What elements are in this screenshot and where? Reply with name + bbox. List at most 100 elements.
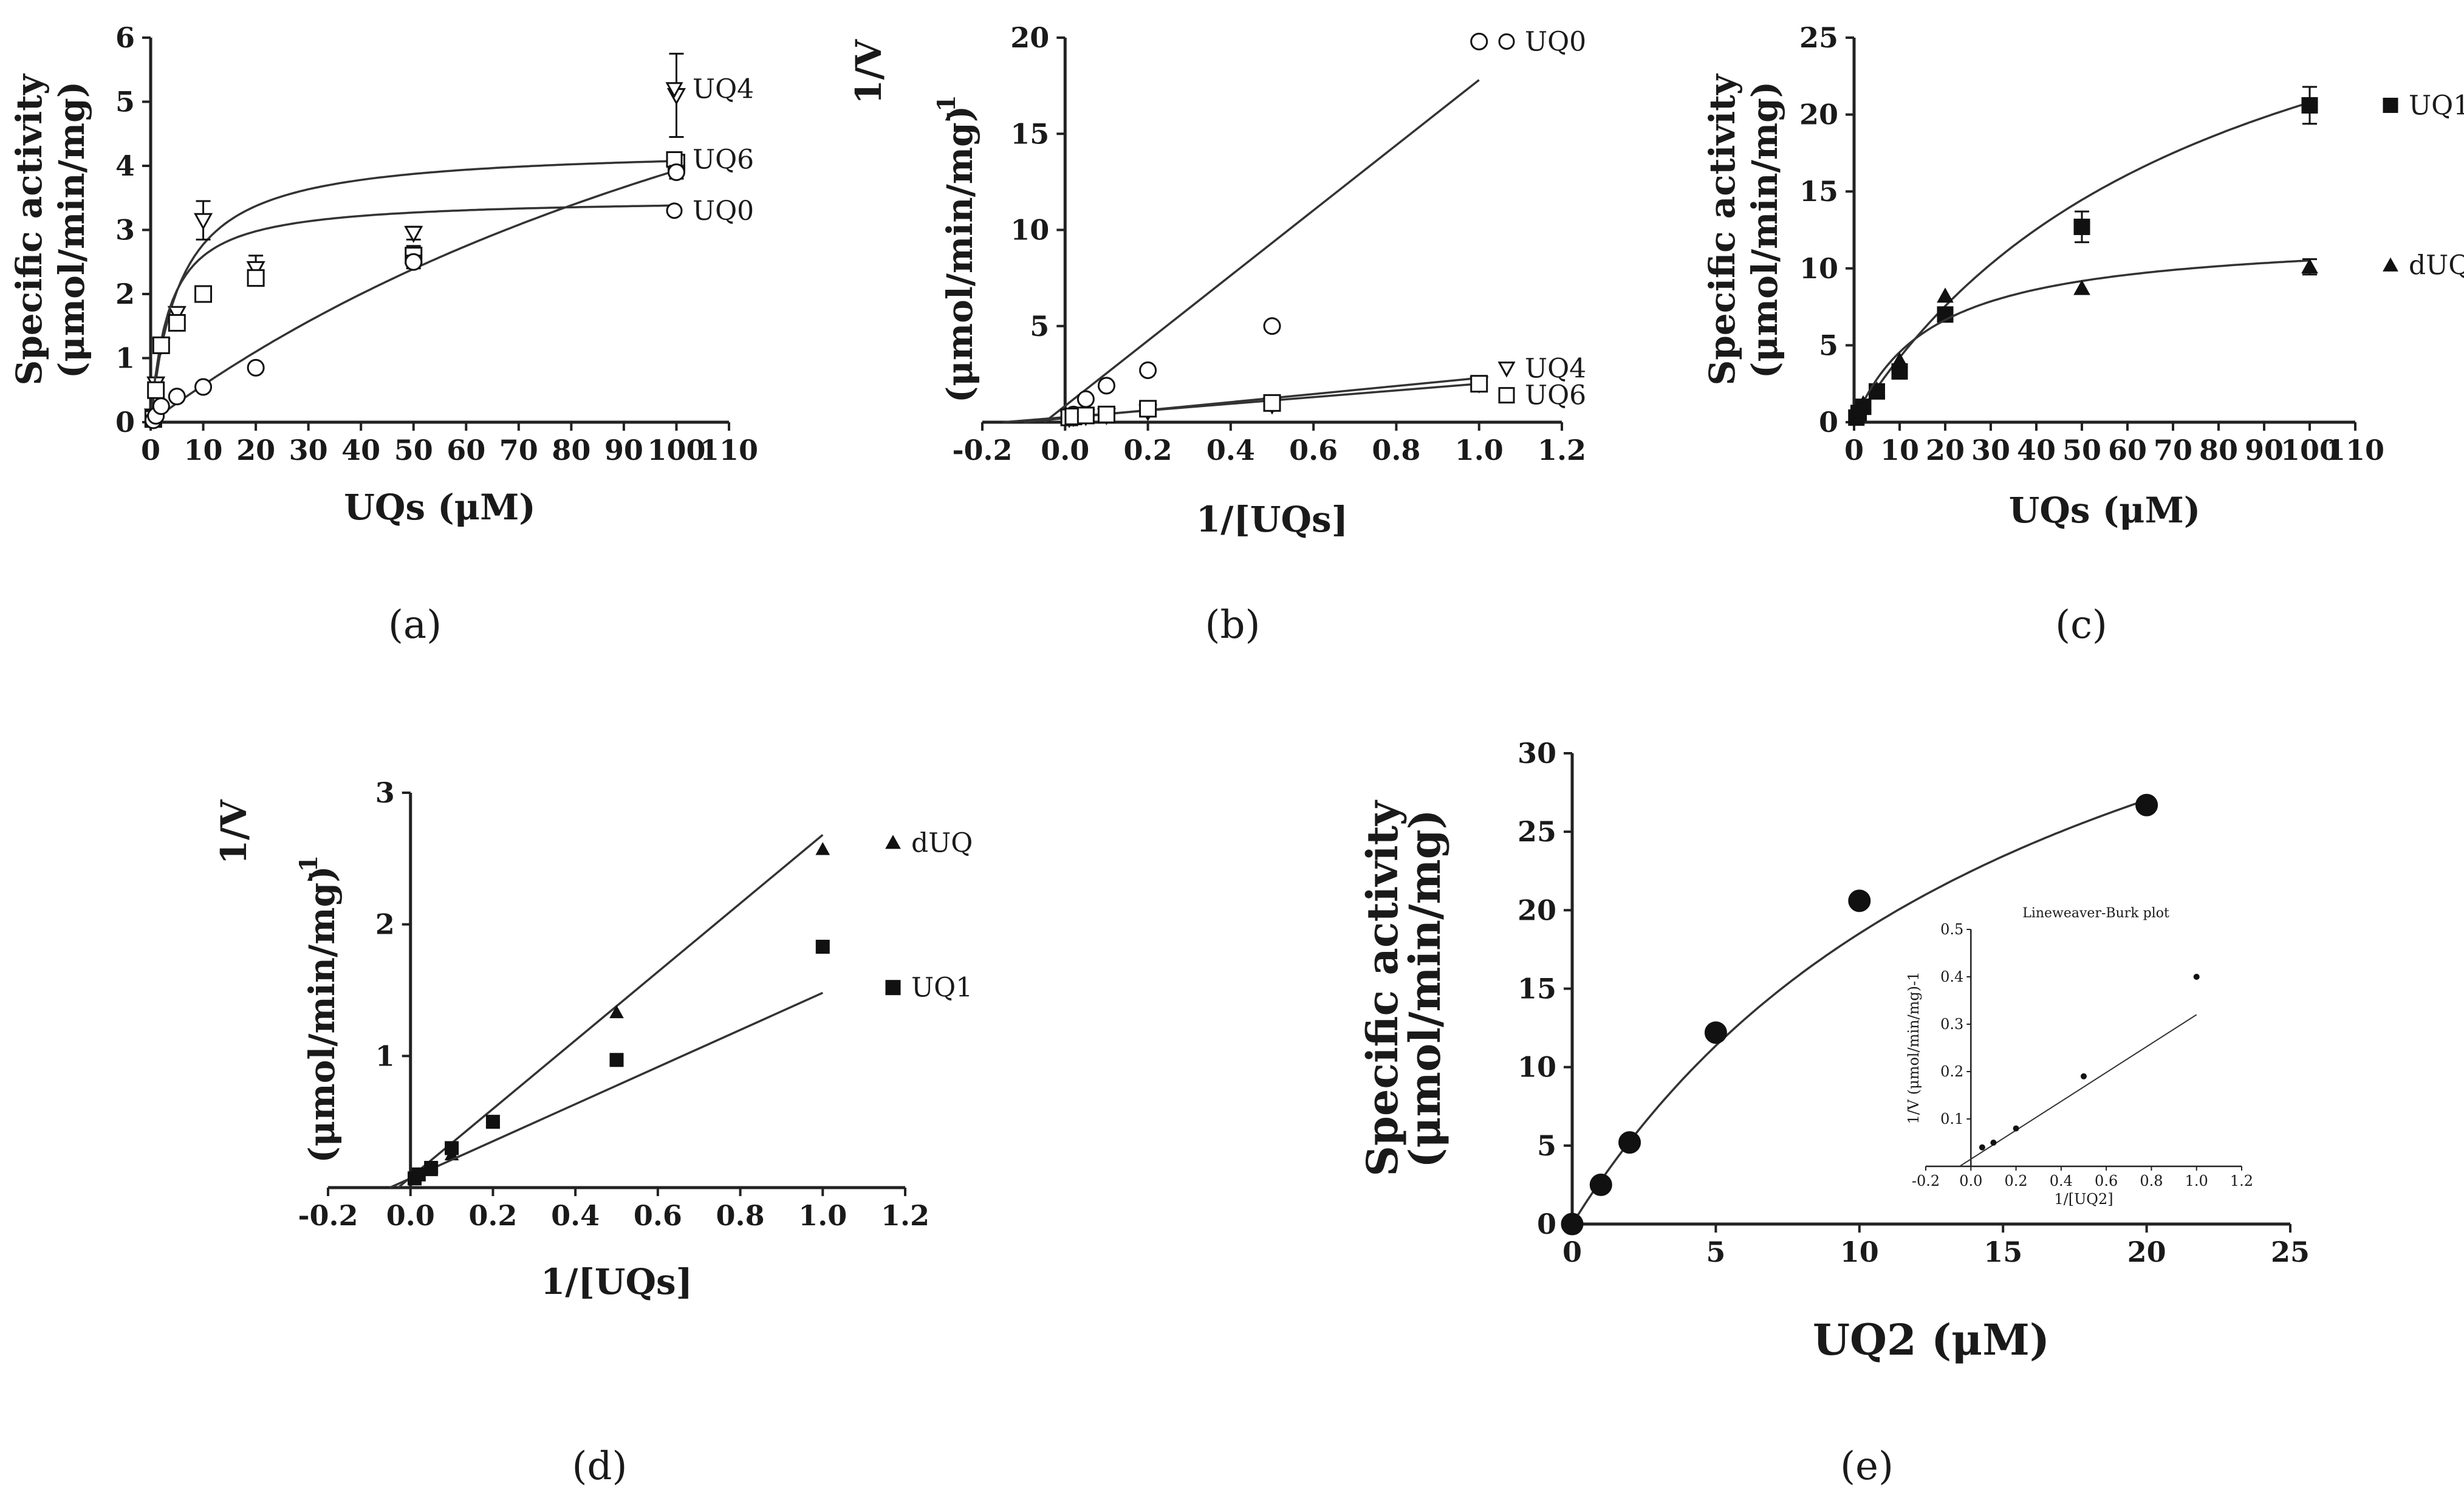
y-tick-label: 10: [1010, 214, 1049, 247]
legend-marker: [2383, 97, 2398, 113]
y-axis-title: (μmol/min/mg): [1744, 81, 1785, 378]
data-point: [167, 306, 187, 323]
x-tick-label: 1.0: [1455, 434, 1504, 467]
y-tick-label: 5: [1030, 310, 1049, 343]
data-point: [1263, 394, 1281, 412]
y-tick-label: 5: [1819, 329, 1838, 361]
x-tick-label: 90: [604, 434, 643, 467]
y-tick-label: 2: [375, 908, 395, 941]
data-point: [152, 336, 170, 354]
series-uq4: UQ4: [143, 52, 754, 426]
y-axis-title: 1/V: [213, 799, 255, 865]
series-label: UQ4: [693, 74, 754, 104]
data-point: [2073, 279, 2090, 295]
data-point: [1855, 395, 1872, 411]
legend-marker: [1497, 361, 1516, 378]
series-label: UQ0: [693, 196, 754, 227]
x-tick-label: 10: [184, 434, 223, 467]
y-tick-label: 25: [1518, 815, 1556, 848]
data-point: [1618, 1131, 1641, 1154]
x-tick-label: 10: [1880, 434, 1919, 467]
x-tick-label: 110: [700, 434, 758, 467]
inset-data-point: [1979, 1144, 1985, 1151]
legend-marker: [1498, 387, 1515, 404]
data-point: [1704, 1021, 1727, 1044]
y-tick-label: 0: [1819, 406, 1838, 439]
data-point: [152, 397, 170, 416]
y-tick-label: 5: [115, 86, 135, 118]
data-point: [1097, 405, 1115, 423]
data-point: [1097, 377, 1115, 395]
x-axis-title: 1/[UQs]: [1196, 499, 1348, 540]
fit-curve: [149, 204, 677, 423]
fit-curve: [149, 160, 677, 423]
x-tick-label: 70: [2154, 434, 2192, 467]
data-point: [168, 388, 186, 406]
data-point: [667, 163, 685, 182]
data-point: [247, 269, 265, 287]
panel-label: (c): [2055, 603, 2107, 648]
panel-d: -0.2 0.0 0.2 0.4 0.6 0.8 1.0 1.2 1 2 3 1/[UQs] 1/V (μ…: [213, 776, 973, 1489]
data-point: [1848, 889, 1871, 912]
x-tick-label: 0.6: [1289, 434, 1338, 467]
data-point: [424, 1161, 439, 1175]
y-tick-label: 0: [115, 406, 135, 439]
panel-e: 0 5 10 15 20 25 0 5 10 15 20 25 30 UQ2 (μM) Specific a…: [1357, 737, 2310, 1489]
x-tick-label: -0.2: [298, 1199, 358, 1232]
fit-curve: [1853, 101, 2310, 423]
x-tick-label: 100: [647, 434, 705, 467]
legend-marker: [665, 82, 683, 98]
data-point: [609, 1053, 624, 1067]
x-tick-label: 110: [2326, 434, 2384, 467]
data-point: [1937, 287, 1954, 303]
series-label: dUQ: [2409, 250, 2464, 281]
series-duq: dUQ: [1847, 250, 2464, 423]
y-tick-label: 25: [1799, 21, 1838, 54]
y-tick-label: 20: [1010, 21, 1049, 54]
x-tick-label: 0.0: [386, 1199, 435, 1232]
x-tick-label: 80: [552, 434, 590, 467]
x-tick-label: 0.6: [634, 1199, 682, 1232]
data-point: [1263, 317, 1281, 335]
y-tick-label: 2: [115, 278, 135, 310]
x-axis-title: 1/[UQs]: [541, 1261, 693, 1302]
y-tick-label: 6: [115, 21, 135, 54]
data-point: [2135, 793, 2158, 816]
inset-x-tick-label: 0.2: [2004, 1172, 2027, 1189]
data-point: [1561, 1213, 1584, 1236]
inset-lineweaver-burk: -0.2 0.0 0.2 0.4 0.6 0.8 1.0 1.2 0.1 0.2 0.3 0.4 0.5…: [1905, 906, 2253, 1208]
data-point: [1589, 1173, 1612, 1196]
x-tick-label: 40: [2017, 434, 2056, 467]
inset-x-tick-label: 0.6: [2095, 1172, 2118, 1189]
x-tick-label: 0.2: [1124, 434, 1172, 467]
inset-data-point: [2193, 974, 2200, 980]
series-label: UQ1: [2409, 90, 2464, 121]
y-axis-title-exponent: -1: [295, 855, 323, 882]
y-axis-title: Specific activity: [9, 73, 50, 386]
inset-data-point: [2081, 1073, 2087, 1079]
y-tick-label: 10: [1518, 1051, 1556, 1084]
data-point: [1470, 32, 1488, 50]
y-tick-label: 30: [1518, 737, 1556, 770]
y-tick-label: 5: [1537, 1129, 1556, 1162]
data-point: [1850, 403, 1867, 419]
x-tick-label: 0.4: [551, 1199, 600, 1232]
data-point: [147, 381, 165, 399]
inset-x-tick-label: -0.2: [1912, 1172, 1940, 1189]
x-tick-label: 0: [141, 434, 160, 467]
panel-label: (d): [572, 1444, 628, 1489]
x-tick-label: 1.2: [1538, 434, 1586, 467]
panel-label: (b): [1205, 603, 1261, 648]
inset-y-axis-title: 1/V (μmol/min/mg)-1: [1905, 971, 1922, 1124]
x-tick-label: 70: [499, 434, 538, 467]
y-tick-label: 3: [375, 776, 395, 809]
x-tick-label: 50: [2062, 434, 2101, 467]
series-label: UQ6: [693, 144, 754, 175]
series-uq1: UQ1: [389, 940, 973, 1189]
inset-fit-line: [1959, 1014, 2197, 1167]
data-point: [485, 1115, 500, 1129]
data-point: [815, 940, 830, 954]
x-tick-label: 0.2: [468, 1199, 517, 1232]
